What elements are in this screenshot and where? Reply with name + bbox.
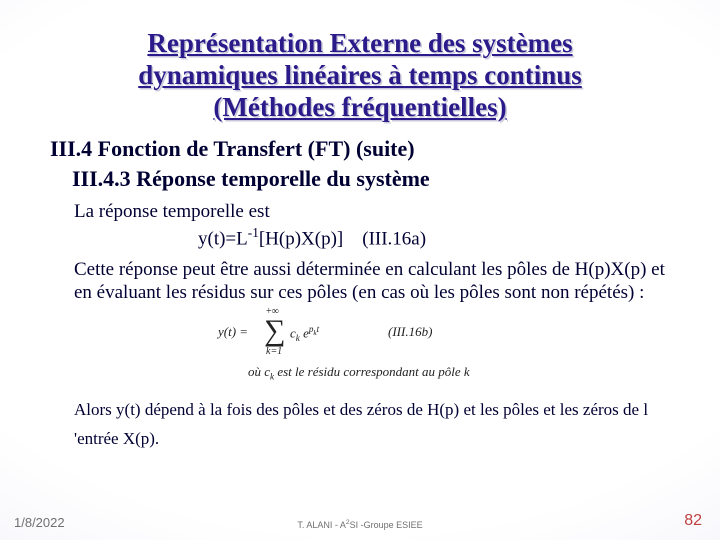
eq-inline-lhs: y(t)=L	[198, 228, 248, 249]
title-line-3: (Méthodes fréquentielles)	[213, 92, 506, 122]
heading-section: III.4 Fonction de Transfert (FT) (suite)	[50, 136, 672, 162]
eq-limit-bottom: k=1	[266, 346, 282, 357]
eq-term: ck epkt	[290, 324, 319, 343]
title-line-1: Représentation Externe des systèmes	[147, 28, 572, 58]
equation-note: où ck est le résidu correspondant au pôl…	[248, 364, 672, 382]
paragraph-explain: Cette réponse peut être aussi déterminée…	[74, 258, 666, 304]
eq-note-ou: où c	[248, 364, 270, 379]
eq-inline-ref: (III.16a)	[362, 228, 426, 249]
eq-term-exp: pkt	[309, 324, 319, 334]
footer-center-post: SI -Groupe ESIEE	[350, 520, 423, 530]
sigma-icon: ∑	[264, 314, 285, 348]
eq-inline-rhs: [H(p)X(p)]	[259, 228, 343, 249]
slide-title: Représentation Externe des systèmes dyna…	[48, 28, 672, 124]
footer-center-pre: T. ALANI - A	[297, 520, 346, 530]
paragraph-conclusion: Alors y(t) dépend à la fois des pôles et…	[74, 396, 666, 454]
eq-inline-sup: -1	[248, 225, 259, 240]
eq-block-ref: (III.16b)	[388, 324, 432, 340]
heading-subsection: III.4.3 Réponse temporelle du système	[72, 166, 672, 192]
footer-page-number: 82	[684, 512, 702, 530]
footer: 1/8/2022 T. ALANI - A2SI -Groupe ESIEE 8…	[0, 510, 720, 530]
eq-note-rest: est le résidu correspondant au pôle k	[274, 364, 470, 379]
slide-container: Représentation Externe des systèmes dyna…	[0, 0, 720, 540]
equation-inline: y(t)=L-1[H(p)X(p)] (III.16a)	[198, 225, 672, 250]
eq-lhs: y(t) =	[218, 324, 248, 340]
footer-author: T. ALANI - A2SI -Groupe ESIEE	[0, 519, 720, 530]
equation-block: y(t) = +∞ ∑ k=1 ck epkt (III.16b)	[218, 310, 672, 362]
title-line-2: dynamiques linéaires à temps continus	[138, 60, 582, 90]
eq-term-e: e	[300, 326, 309, 341]
paragraph-intro: La réponse temporelle est	[74, 200, 666, 223]
